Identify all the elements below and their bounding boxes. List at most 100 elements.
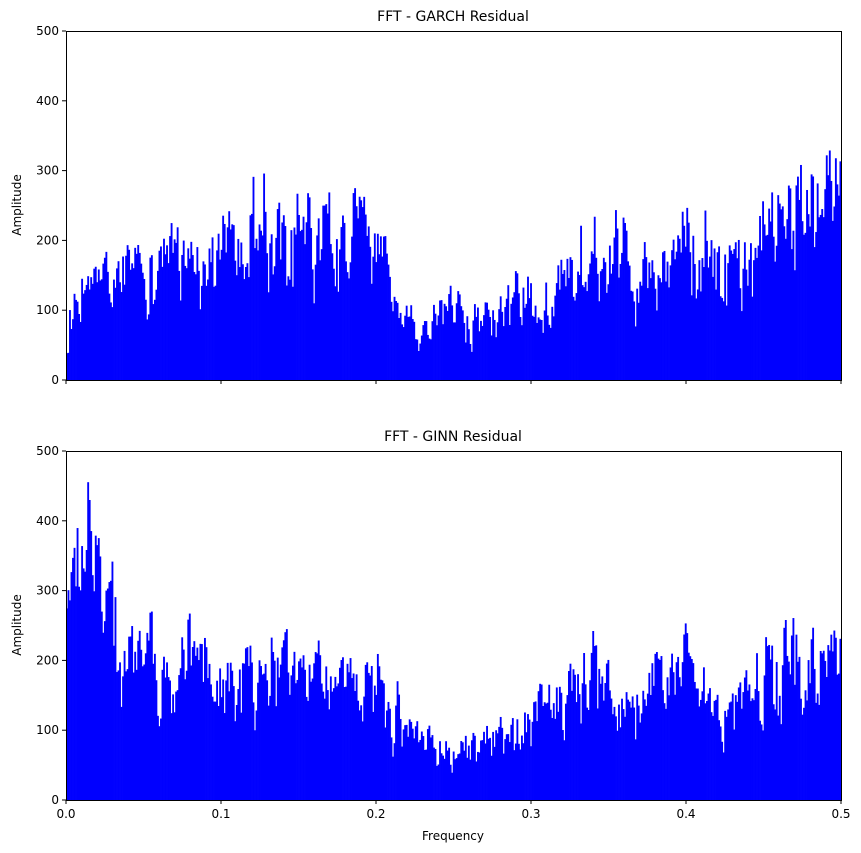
spectrum-bar [631,696,634,800]
spectrum-bar [343,222,346,380]
spectrum-bar [244,267,247,380]
spectrum-bar [725,716,728,800]
spectrum-bar [678,238,681,380]
spectrum-bar [684,623,687,800]
spectrum-bar [219,259,222,380]
spectrum-bar [422,325,425,380]
spectrum-bar [507,734,510,800]
spectrum-bar [67,352,70,380]
spectrum-bar [522,287,525,380]
spectrum-bar [164,677,167,800]
y-tick-label: 400 [36,94,59,108]
spectrum-bar [275,237,278,380]
spectrum-bar [827,175,830,380]
spectrum-bar [742,692,745,800]
spectrum-bar [493,746,496,800]
spectrum-bar [166,662,168,800]
spectrum-bar [113,645,115,800]
spectrum-bar [88,289,91,380]
spectrum-bar [437,764,440,800]
spectrum-bar [214,285,217,380]
spectrum-bar [598,301,601,380]
spectrum-bar [116,672,118,800]
spectrum-bar [669,265,672,380]
spectrum-bar [654,653,657,800]
spectrum-bar [157,270,159,380]
x-tick-label: 0.3 [521,807,540,821]
spectrum-bar [244,648,247,800]
spectrum-bar [123,284,126,380]
spectrum-bar [800,164,802,380]
spectrum-bar [392,756,394,800]
spectrum-bar [511,297,514,380]
spectrum-bar [552,316,555,380]
spectrum-bar [184,679,187,800]
spectrum-bar [481,325,484,380]
spectrum-bar [746,690,749,800]
spectrum-bar [786,219,789,380]
spectrum-bar [420,335,423,380]
spectrum-bar [715,699,717,800]
spectrum-bar [241,264,244,380]
spectrum-bar [117,261,120,380]
spectrum-bar [257,682,259,800]
spectrum-bar [114,597,117,800]
spectrum-bar [501,727,504,800]
spectrum-bar [235,705,238,800]
spectrum-bar [651,663,654,800]
spectrum-bar [837,673,840,800]
spectrum-bar [398,318,401,380]
spectrum-bar [79,321,82,380]
spectrum-bar [595,257,598,380]
spectrum-bar [293,651,296,800]
spectrum-bar [354,690,357,800]
spectrum-bar [408,316,411,380]
spectrum-bar [580,225,583,380]
spectrum-bar [263,673,266,800]
spectrum-bar [249,645,252,800]
spectrum-bar [337,683,340,800]
spectrum-bar [234,721,237,800]
spectrum-bar [308,664,311,800]
spectrum-bar [355,674,358,800]
spectrum-bar [314,652,317,800]
spectrum-bar [727,263,730,380]
spectrum-bar [169,236,171,380]
spectrum-bar [188,613,191,800]
spectrum-bar [100,611,103,800]
spectrum-bar [520,735,523,800]
spectrum-bar [97,269,100,380]
spectrum-bar [621,252,623,380]
spectrum-bar [187,619,190,800]
spectrum-bar [304,669,306,800]
spectrum-bar [473,735,476,800]
spectrum-bar [584,684,587,800]
spectrum-bar [454,759,457,800]
spectrum-bar [834,637,837,800]
spectrum-bar [586,707,589,800]
spectrum-bar [513,750,516,800]
garch-title: FFT - GARCH Residual [377,9,529,25]
spectrum-bar [536,721,539,800]
spectrum-bar [72,557,74,800]
spectrum-bar [431,735,434,800]
spectrum-bar [390,301,393,380]
spectrum-bar [589,680,592,800]
spectrum-bar [431,321,434,380]
spectrum-bar [193,641,196,800]
spectrum-bar [226,662,229,800]
ginn-yticks: 0 100 200 300 400 500 [36,444,66,807]
spectrum-bar [357,700,360,800]
spectrum-bar [760,250,763,380]
spectrum-bar [81,546,84,800]
spectrum-bar [728,702,731,800]
spectrum-bar [298,661,300,800]
spectrum-bar [577,271,579,380]
spectrum-bar [384,236,387,380]
spectrum-bar [517,293,520,380]
spectrum-bar [449,285,452,380]
spectrum-bar [551,306,554,380]
spectrum-bar [568,277,570,380]
spectrum-bar [742,268,745,380]
spectrum-bar [525,303,528,380]
